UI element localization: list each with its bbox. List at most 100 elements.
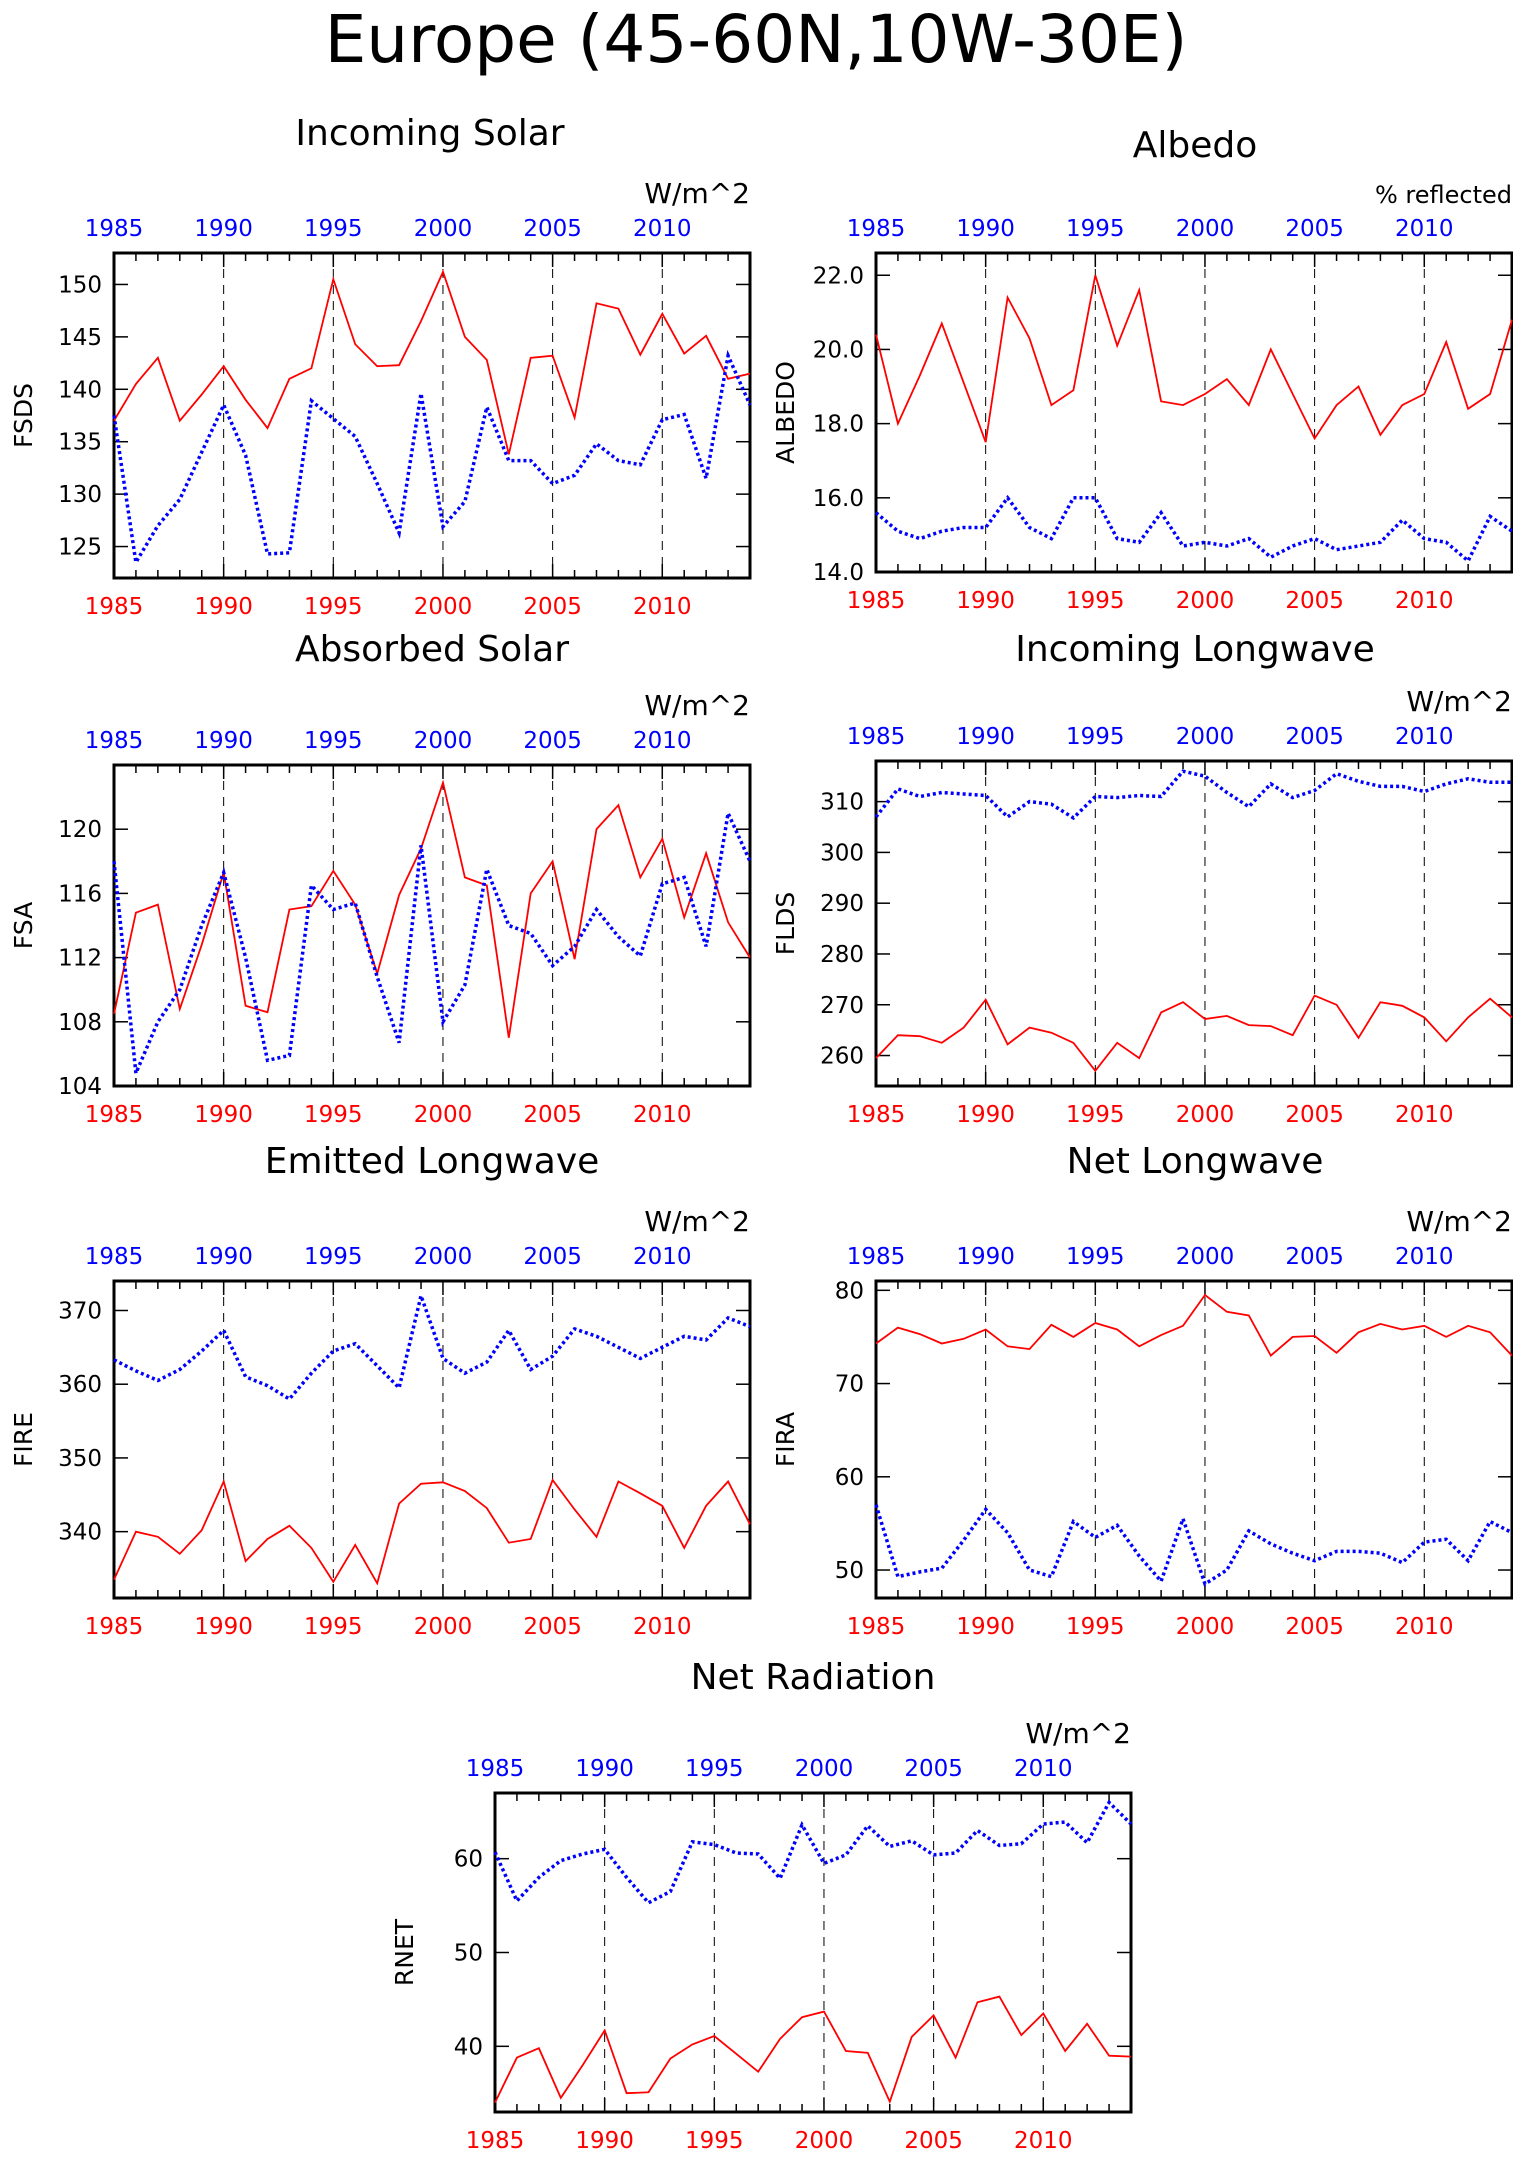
flds-ytick-label: 270 [820,993,864,1019]
fira-xtick-label-top: 1985 [847,1244,906,1270]
fsds-xtick-label-top: 1985 [85,216,144,242]
fsa-xtick-label-bottom: 1990 [194,1102,253,1128]
albedo-series-blue-dotted [874,494,1513,564]
fira-panel: Net Longwave W/m^2 1985 1985 1990 1990 1995 199… [771,1141,1513,1640]
fsds-panel: Incoming Solar W/m^2 1985 1985 1990 1990 1995 1… [9,113,752,620]
fire-ytick-label: 350 [58,1446,102,1472]
rnet-ylabel: RNET [390,1918,419,1986]
fsa-xtick-label-top: 1995 [304,728,363,754]
fsds-xtick-label-top: 2010 [633,216,692,242]
rnet-units: W/m^2 [1025,1717,1131,1750]
albedo-xtick-label-top: 2000 [1176,216,1235,242]
fsds-xtick-label-top: 2005 [523,216,582,242]
rnet-xtick-label-top: 2005 [904,1756,963,1782]
flds-frame [874,759,1513,1088]
flds-xtick-label-top: 1995 [1066,724,1125,750]
fira-title: Net Longwave [1067,1141,1324,1182]
fsds-ytick-label: 150 [58,272,102,298]
fira-xtick-label-top: 2000 [1176,1244,1235,1270]
albedo-xtick-label-bottom: 1990 [956,588,1015,614]
fira-xtick-label-bottom: 1985 [847,1614,906,1640]
fire-xtick-label-bottom: 1995 [304,1614,363,1640]
fire-xtick-label-bottom: 1985 [85,1614,144,1640]
albedo-xtick-label-bottom: 1995 [1066,588,1125,614]
fsa-xtick-label-top: 1990 [194,728,253,754]
fsds-ytick-label: 135 [58,430,102,456]
fire-xtick-label-top: 1990 [194,1244,253,1270]
fire-ytick-label: 340 [58,1520,102,1546]
fira-series-red-solid [875,1293,1513,1358]
fira-xtick-label-bottom: 2000 [1176,1614,1235,1640]
rnet-ytick-label: 40 [454,2034,483,2060]
flds-series-blue-dotted [874,769,1512,821]
flds-xtick-label-top: 2010 [1395,724,1454,750]
fsds-xtick-label-bottom: 1990 [194,594,253,620]
flds-xtick-label-bottom: 2005 [1285,1102,1344,1128]
fsa-ytick-label: 120 [58,817,102,843]
fire-xtick-label-top: 2005 [523,1244,582,1270]
fire-xtick-label-top: 2010 [633,1244,692,1270]
flds-units: W/m^2 [1406,685,1512,718]
albedo-xtick-label-top: 2010 [1395,216,1454,242]
rnet-frame [493,1791,1133,2114]
albedo-ytick-label: 14.0 [813,560,864,586]
fire-title: Emitted Longwave [265,1141,600,1182]
figure-title: Europe (45-60N,10W-30E) [325,1,1188,78]
fsa-units: W/m^2 [644,689,750,722]
rnet-xtick-label-top: 1995 [685,1756,744,1782]
flds-xtick-label-top: 2005 [1285,724,1344,750]
fira-xtick-label-top: 2010 [1395,1244,1454,1270]
fira-series-blue-dotted [874,1504,1513,1587]
fire-xtick-label-top: 1995 [304,1244,363,1270]
fira-xtick-label-bottom: 2010 [1395,1614,1454,1640]
flds-xtick-label-bottom: 1985 [847,1102,906,1128]
fsds-ylabel: FSDS [9,383,38,448]
rnet-xtick-label-bottom: 2000 [795,2128,854,2154]
albedo-frame [874,251,1513,574]
fire-ytick-label: 370 [58,1298,102,1324]
fire-panel: Emitted Longwave W/m^2 1985 1985 1990 1990 199… [9,1141,752,1640]
fire-series-blue-dotted [113,1289,751,1402]
fira-ylabel: FIRA [771,1412,800,1467]
albedo-ytick-label: 18.0 [813,412,864,438]
fsa-ytick-label: 104 [58,1074,102,1100]
flds-xtick-label-bottom: 2000 [1176,1102,1235,1128]
fira-xtick-label-top: 2005 [1285,1244,1344,1270]
albedo-ytick-label: 22.0 [813,263,864,289]
fsds-ytick-label: 125 [58,535,102,561]
fsa-panel: Absorbed Solar W/m^2 1985 1985 1990 1990 1995 1… [9,629,752,1128]
fsa-xtick-label-bottom: 2000 [414,1102,473,1128]
flds-panel: Incoming Longwave W/m^2 1985 1985 1990 1990 19… [771,629,1513,1128]
fsds-xtick-label-top: 1990 [194,216,253,242]
fsa-xtick-label-top: 2005 [523,728,582,754]
rnet-xtick-label-top: 1990 [575,1756,634,1782]
fsa-ylabel: FSA [9,902,38,949]
fsa-ytick-label: 108 [58,1010,102,1036]
flds-ytick-label: 280 [820,942,864,968]
flds-ytick-label: 260 [820,1044,864,1070]
albedo-xtick-label-top: 1995 [1066,216,1125,242]
rnet-xtick-label-top: 2000 [795,1756,854,1782]
fsa-xtick-label-bottom: 2005 [523,1102,582,1128]
fsds-xtick-label-top: 2000 [414,216,473,242]
rnet-title: Net Radiation [691,1657,936,1698]
fira-xtick-label-top: 1995 [1066,1244,1125,1270]
fsds-frame [112,251,752,580]
albedo-ytick-label: 20.0 [813,337,864,363]
fire-xtick-label-bottom: 2005 [523,1614,582,1640]
fsds-series-red-solid [113,269,751,455]
fsa-ytick-label: 112 [58,946,102,972]
fire-xtick-label-top: 1985 [85,1244,144,1270]
fira-ytick-label: 80 [835,1278,864,1304]
fire-units: W/m^2 [644,1205,750,1238]
fsds-ytick-label: 145 [58,325,102,351]
rnet-xtick-label-bottom: 1995 [685,2128,744,2154]
fsa-xtick-label-bottom: 1995 [304,1102,363,1128]
fsa-ytick-label: 116 [58,881,102,907]
fira-xtick-label-bottom: 1990 [956,1614,1015,1640]
rnet-xtick-label-top: 1985 [466,1756,525,1782]
flds-ytick-label: 300 [820,840,864,866]
albedo-xtick-label-bottom: 2010 [1395,588,1454,614]
rnet-ytick-label: 60 [454,1847,483,1873]
flds-ytick-label: 290 [820,891,864,917]
